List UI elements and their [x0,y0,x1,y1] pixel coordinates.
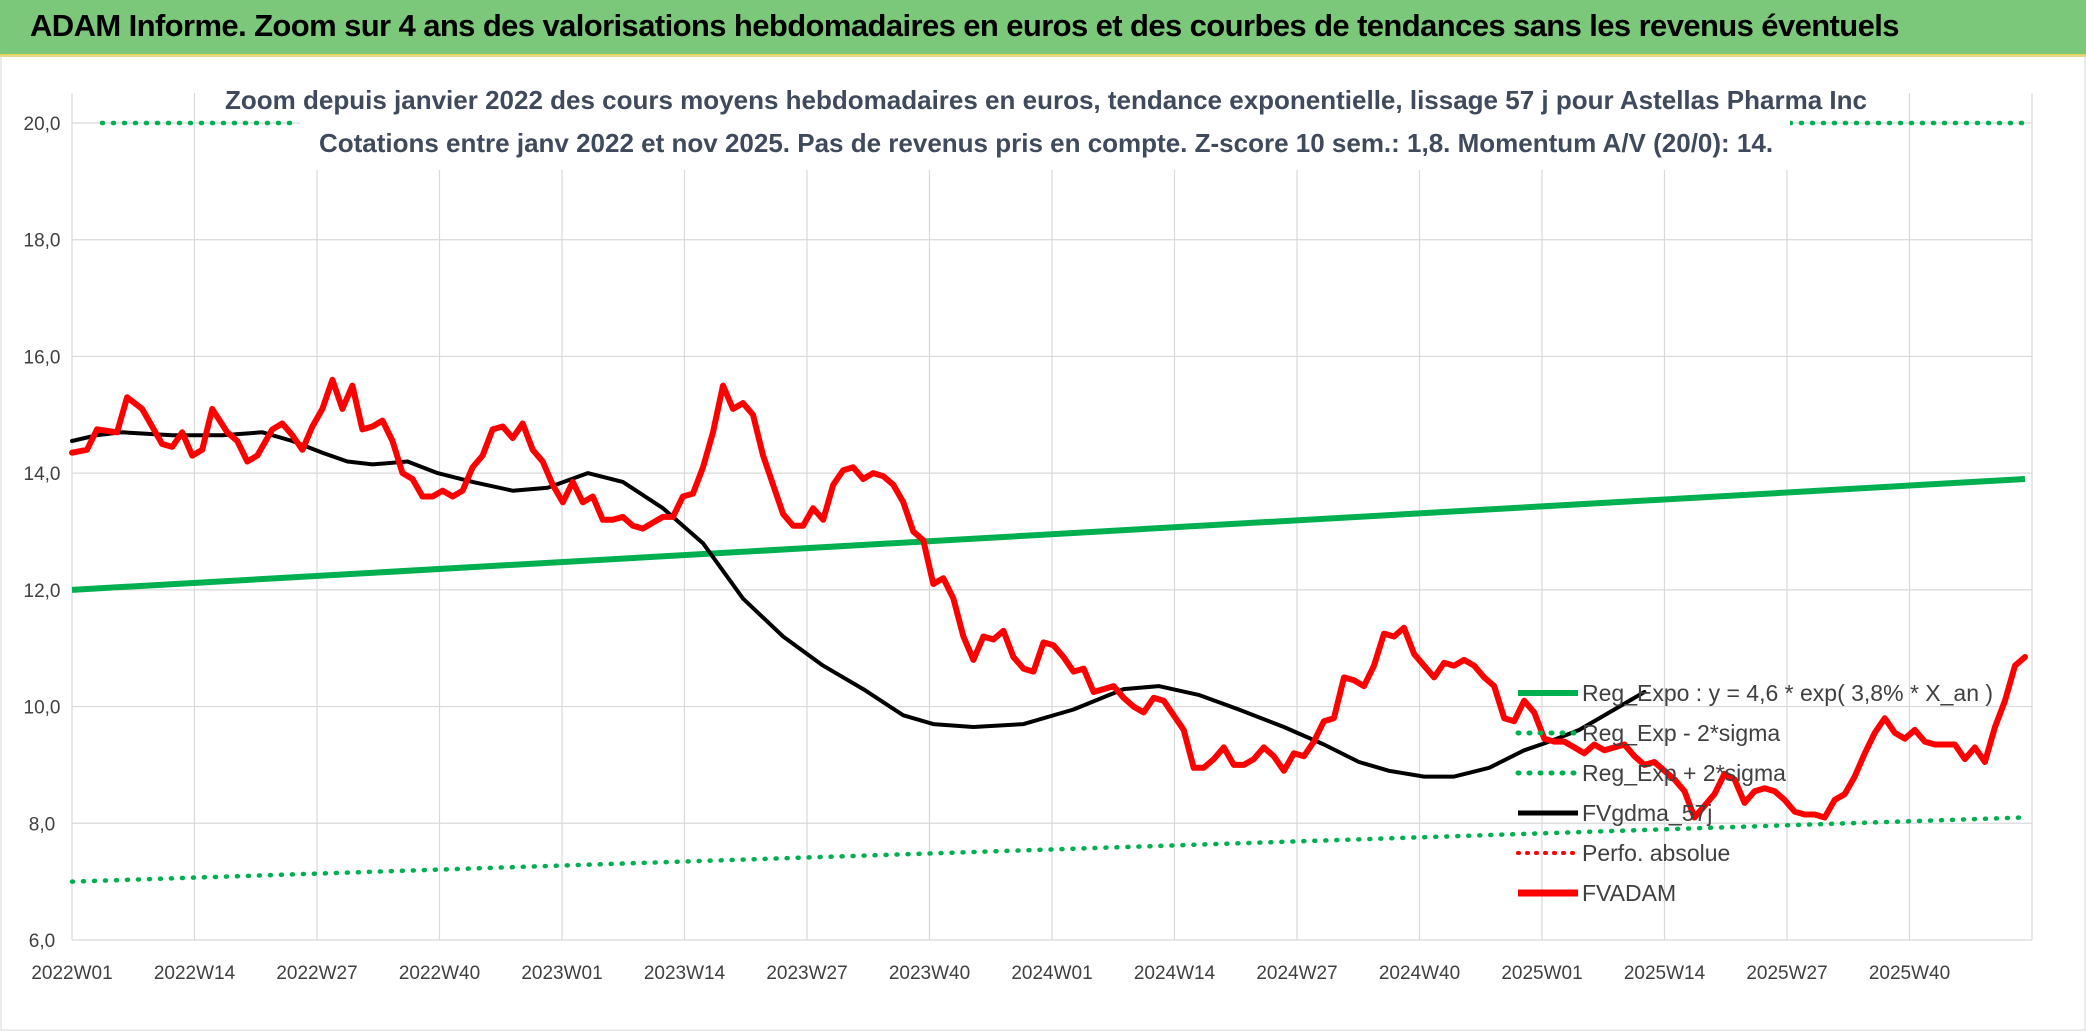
x-tick-label: 2023W14 [644,963,726,984]
legend-item: Reg_Exp - 2*sigma [1515,720,1780,746]
x-tick-label: 2022W14 [154,963,236,984]
y-tick-label: 8,0 [29,814,55,835]
legend-item: Reg_Expo : y = 4,6 * exp( 3,8% * X_an ) [1518,680,1993,706]
x-tick-label: 2024W27 [1256,963,1337,984]
x-tick-label: 2024W14 [1134,963,1216,984]
x-tick-label: 2023W27 [766,963,847,984]
legend: Reg_Expo : y = 4,6 * exp( 3,8% * X_an ) R… [1515,680,1993,906]
x-tick-label: 2024W01 [1011,963,1092,984]
legend-label: Reg_Exp - 2*sigma [1582,720,1780,746]
series-fvadam [69,376,2028,821]
series-fvgdma-57j [70,430,1647,779]
chart-border [0,55,2086,1031]
legend-label: FVADAM [1582,880,1676,906]
x-tick-label: 2025W40 [1869,963,1950,984]
legend-label: FVgdma_57j [1582,800,1712,826]
x-tick-label: 2024W40 [1379,963,1460,984]
chart-title-line2: Cotations entre janv 2022 et nov 2025. P… [319,128,1773,158]
legend-label: Reg_Exp + 2*sigma [1582,760,1786,786]
legend-item: FVgdma_57j [1518,800,1712,826]
series-layer [69,120,2035,884]
x-axis-ticks: 2022W01 2022W14 2022W27 2022W40 2023W01 2023W… [31,963,1950,984]
x-tick-label: 2022W27 [276,963,357,984]
legend-item: FVADAM [1518,880,1676,906]
y-tick-label: 6,0 [29,931,55,952]
y-tick-label: 16,0 [24,347,61,368]
x-tick-label: 2022W01 [31,963,112,984]
title-background [300,80,1790,170]
x-tick-label: 2023W01 [521,963,602,984]
y-tick-label: 12,0 [24,581,61,602]
y-tick-label: 10,0 [24,698,61,719]
chart-title-line1: Zoom depuis janvier 2022 des cours moyen… [225,85,1867,115]
gridlines [71,93,2033,941]
y-axis-ticks: 6,0 8,0 10,0 12,0 14,0 16,0 18,0 20,0 [24,114,61,952]
y-tick-label: 18,0 [24,231,61,252]
legend-item: Perfo. absolue [1516,840,1730,866]
y-tick-label: 14,0 [24,464,61,485]
x-tick-label: 2025W27 [1746,963,1827,984]
x-tick-label: 2025W01 [1501,963,1582,984]
series-reg-exp-minus-2sigma [69,815,2028,884]
legend-label: Perfo. absolue [1582,840,1730,866]
report-title: ADAM Informe. Zoom sur 4 ans des valoris… [30,8,1900,43]
x-tick-label: 2022W40 [399,963,480,984]
legend-item: Reg_Exp + 2*sigma [1515,760,1786,786]
legend-label: Reg_Expo : y = 4,6 * exp( 3,8% * X_an ) [1582,680,1993,706]
x-tick-label: 2023W40 [889,963,970,984]
series-reg-expo [71,475,2026,593]
y-tick-label: 20,0 [24,114,61,135]
x-tick-label: 2025W14 [1624,963,1706,984]
